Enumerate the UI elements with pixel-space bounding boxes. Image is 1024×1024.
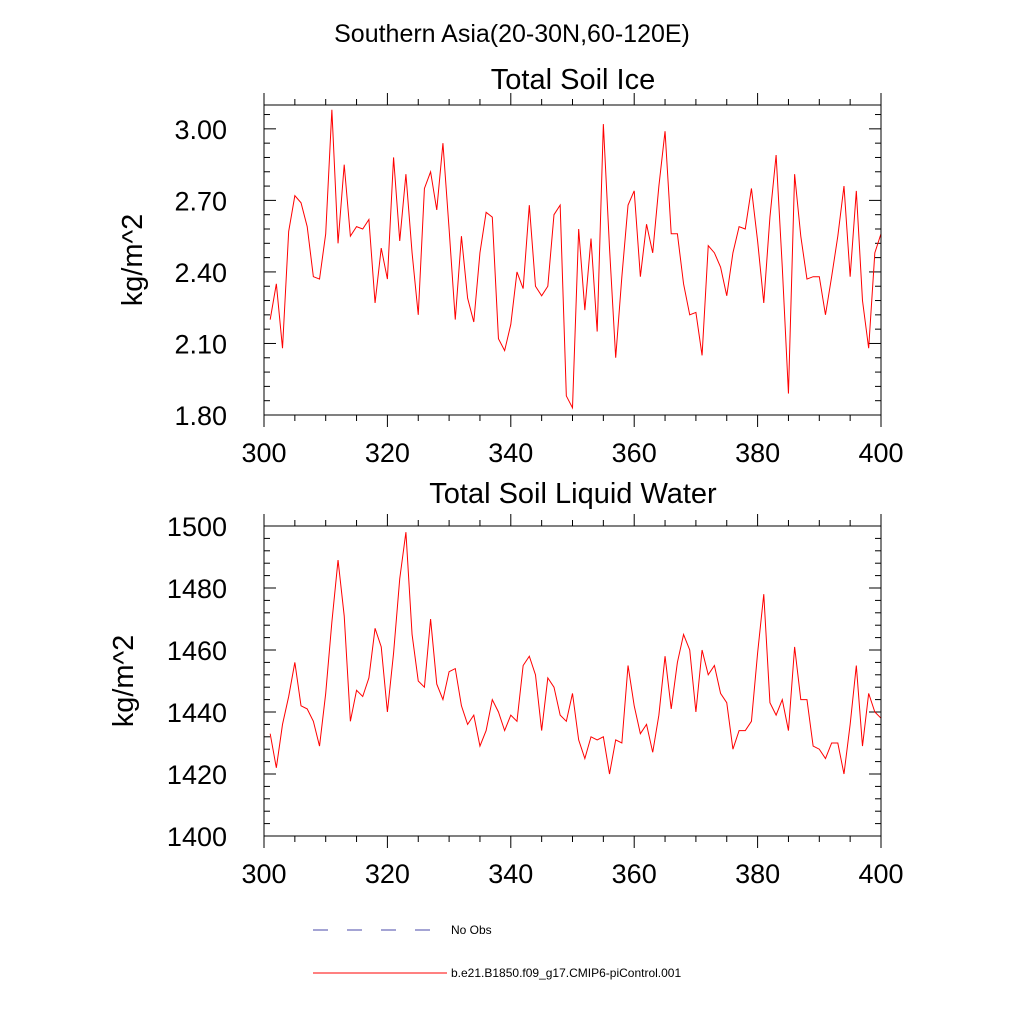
x-tick-label: 320 [365, 859, 410, 889]
x-tick-label: 320 [365, 438, 410, 468]
axis-ticks [263, 514, 882, 848]
axis-ticks [263, 93, 882, 427]
y-axis-label: kg/m^2 [108, 635, 140, 728]
y-tick-label: 1400 [167, 822, 227, 852]
y-tick-labels: 1400 1420 1440 1460 1480 1500 [167, 512, 227, 852]
y-tick-label: 1500 [167, 512, 227, 542]
x-tick-label: 400 [858, 859, 903, 889]
y-tick-labels: 1.80 2.10 2.40 2.70 3.00 [174, 115, 227, 431]
chart-title: Total Soil Liquid Water [429, 478, 717, 510]
series-line-soil-liquid-water [269, 532, 882, 775]
y-tick-label: 2.40 [174, 258, 227, 288]
plot-frame [263, 104, 882, 416]
y-tick-label: 1460 [167, 636, 227, 666]
y-axis-label: kg/m^2 [117, 214, 149, 307]
x-tick-label: 300 [241, 438, 286, 468]
series-line-soil-ice [269, 109, 882, 410]
x-tick-label: 340 [488, 859, 533, 889]
x-tick-label: 400 [858, 438, 903, 468]
legend-label-no-obs: No Obs [451, 923, 492, 937]
y-tick-label: 2.10 [174, 329, 227, 359]
x-tick-label: 360 [612, 438, 657, 468]
x-tick-label: 340 [488, 438, 533, 468]
y-tick-label: 3.00 [174, 115, 227, 145]
x-tick-label: 300 [241, 859, 286, 889]
y-tick-label: 1420 [167, 760, 227, 790]
panel-total-soil-liquid-water: Total Soil Liquid Water 1400 1420 1440 1460… [108, 478, 904, 889]
legend: No Obs b.e21.B1850.f09_g17.CMIP6-piContr… [313, 923, 681, 980]
x-tick-label: 360 [612, 859, 657, 889]
y-tick-label: 1480 [167, 574, 227, 604]
chart-title: Total Soil Ice [491, 64, 655, 96]
y-tick-label: 1.80 [174, 401, 227, 431]
x-tick-label: 380 [735, 859, 780, 889]
x-tick-labels: 300 320 340 360 380 400 [241, 859, 903, 889]
plot-frame [263, 525, 882, 837]
panel-total-soil-ice: Total Soil Ice 1.802.102.402.703.00 300 3… [117, 64, 904, 468]
x-tick-labels: 300 320 340 360 380 400 [241, 438, 903, 468]
y-tick-label: 1440 [167, 698, 227, 728]
y-tick-label: 2.70 [174, 186, 227, 216]
legend-label-picontrol: b.e21.B1850.f09_g17.CMIP6-piControl.001 [451, 966, 681, 980]
super-title: Southern Asia(20-30N,60-120E) [334, 20, 690, 48]
x-tick-label: 380 [735, 438, 780, 468]
